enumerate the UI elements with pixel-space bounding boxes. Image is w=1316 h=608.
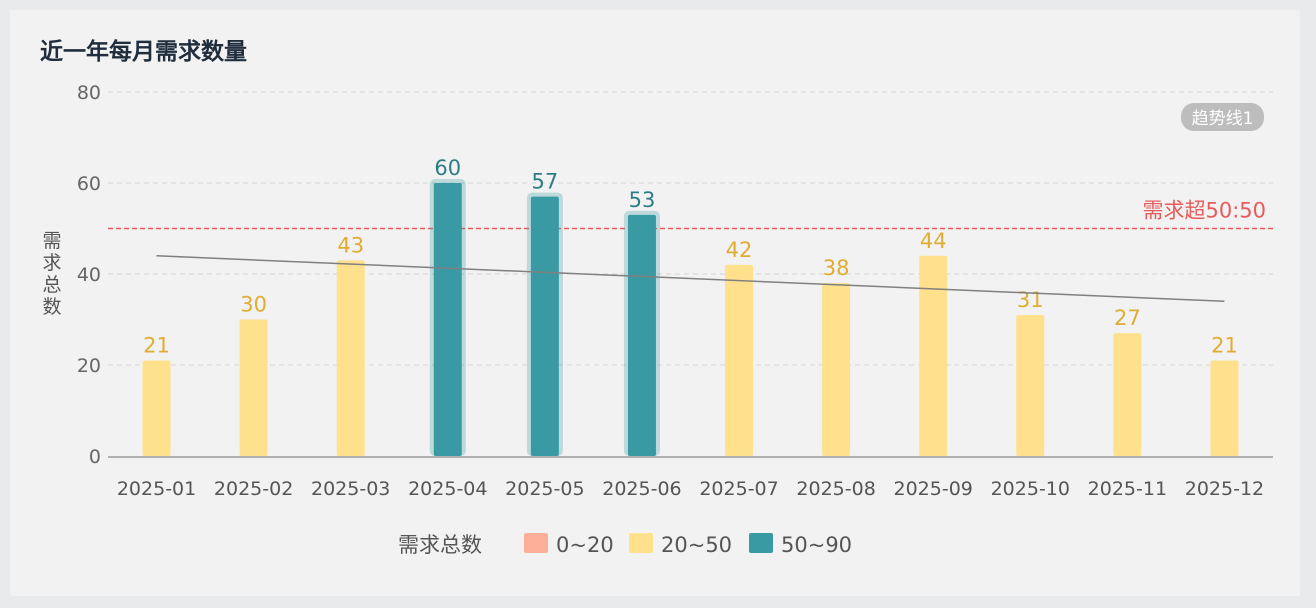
- x-tick-label: 2025-05: [505, 478, 584, 500]
- bar-value-label: 42: [726, 238, 753, 262]
- y-tick-label: 20: [77, 355, 101, 377]
- mark-line-label: 需求超50:50: [1142, 199, 1266, 223]
- legend-title: 需求总数: [398, 533, 482, 557]
- chart-title: 近一年每月需求数量: [40, 39, 247, 65]
- x-tick-label: 2025-08: [796, 478, 875, 500]
- trend-line: [156, 255, 1225, 303]
- legend-swatch: [749, 533, 773, 553]
- bar-value-label: 21: [143, 333, 170, 357]
- trend-line-group: 趋势线1: [156, 103, 1264, 303]
- legend-swatch: [524, 533, 548, 553]
- bar-value-label: 30: [240, 293, 267, 317]
- bar: [433, 183, 462, 456]
- x-tick-label: 2025-12: [1185, 478, 1264, 500]
- x-tick-label: 2025-11: [1088, 478, 1167, 500]
- bar: [725, 264, 754, 456]
- grid-lines: [108, 91, 1273, 366]
- x-tick-label: 2025-04: [408, 478, 487, 500]
- bar: [1113, 333, 1142, 456]
- bar: [627, 214, 656, 456]
- bar-value-label: 60: [434, 156, 461, 180]
- legend-swatch: [629, 533, 653, 553]
- y-tick-label: 80: [77, 82, 101, 104]
- x-tick-label: 2025-06: [602, 478, 681, 500]
- legend-label: 0~20: [556, 533, 614, 557]
- bars-group: 21 30 43 60 57 53 42 38 44 31 27 21: [142, 156, 1239, 456]
- bar: [336, 260, 365, 456]
- bar-value-label: 38: [823, 256, 850, 280]
- y-tick-label: 0: [89, 446, 101, 468]
- bar-value-label: 43: [337, 233, 364, 257]
- legend: 需求总数 0~20 20~50 50~90: [398, 533, 852, 557]
- bar-value-label: 21: [1211, 333, 1238, 357]
- x-tick-label: 2025-02: [214, 478, 293, 500]
- bar: [1210, 360, 1239, 456]
- bar-value-label: 31: [1017, 288, 1044, 312]
- y-axis: 0 20 40 60 80: [77, 82, 101, 468]
- x-tick-label: 2025-10: [991, 478, 1070, 500]
- bar-value-label: 53: [629, 188, 656, 212]
- y-tick-label: 40: [77, 264, 101, 286]
- bar: [142, 360, 171, 456]
- legend-label: 50~90: [781, 533, 852, 557]
- bar: [1016, 314, 1045, 456]
- legend-label: 20~50: [661, 533, 732, 557]
- bar: [239, 319, 268, 456]
- trend-line-label: 趋势线1: [1192, 109, 1254, 129]
- bar: [530, 196, 559, 456]
- y-tick-label: 60: [77, 173, 101, 195]
- trend-line-badge: [1181, 103, 1264, 131]
- bar-value-label: 44: [920, 229, 947, 253]
- bar: [919, 255, 948, 456]
- bar-value-label: 57: [532, 170, 559, 194]
- bar-value-label: 27: [1114, 306, 1141, 330]
- x-axis: 2025-01 2025-02 2025-03 2025-04 2025-05 2025-…: [108, 456, 1273, 500]
- y-axis-label: 需求总数: [42, 230, 61, 318]
- x-tick-label: 2025-09: [894, 478, 973, 500]
- x-tick-label: 2025-01: [117, 478, 196, 500]
- x-tick-label: 2025-03: [311, 478, 390, 500]
- mark-line-group: 需求超50:50: [108, 199, 1273, 230]
- bar: [822, 283, 851, 456]
- x-tick-label: 2025-07: [699, 478, 778, 500]
